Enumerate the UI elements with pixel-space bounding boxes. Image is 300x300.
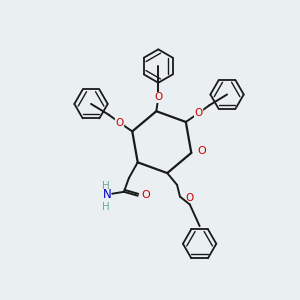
Text: H: H — [101, 202, 109, 212]
Text: O: O — [197, 146, 206, 156]
Text: O: O — [185, 193, 193, 202]
Text: O: O — [154, 92, 162, 103]
Text: O: O — [142, 190, 150, 200]
Text: H: H — [101, 181, 109, 191]
Text: O: O — [194, 108, 203, 118]
Text: N: N — [103, 188, 111, 201]
Text: O: O — [116, 118, 124, 128]
